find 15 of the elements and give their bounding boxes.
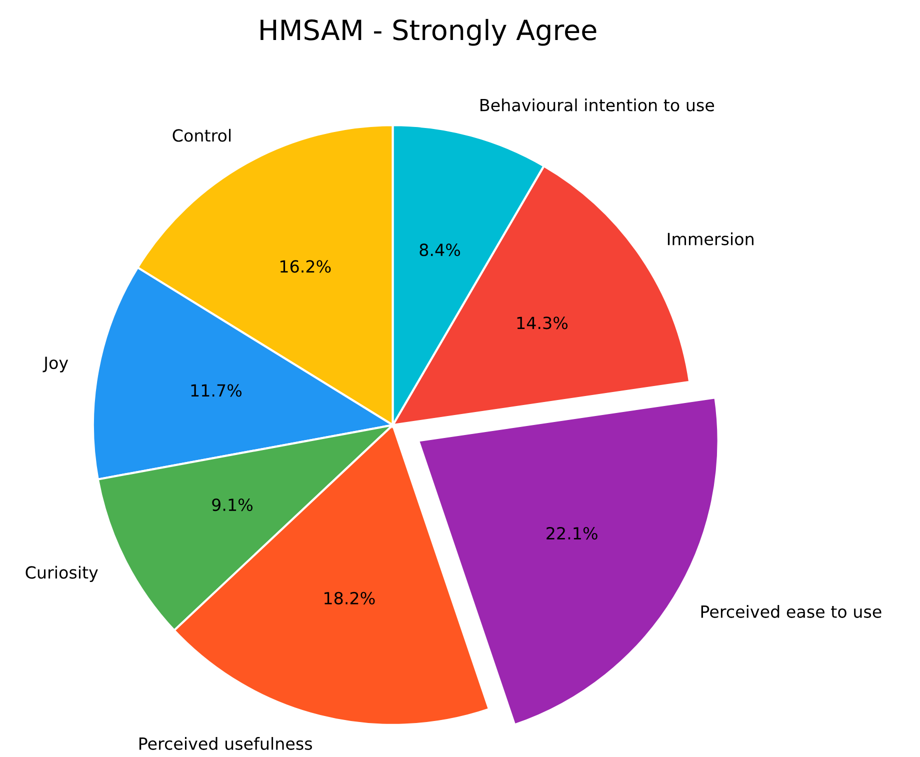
- chart-title: HMSAM - Strongly Agree: [260, 18, 596, 46]
- slice-label: Perceived usefulness: [139, 737, 312, 750]
- data-label: 16.2%: [280, 260, 331, 273]
- slice-label: Control: [172, 128, 231, 142]
- slice-label: Behavioural intention to use: [480, 98, 714, 112]
- slice-label: Immersion: [668, 232, 754, 246]
- data-label: 11.7%: [191, 384, 242, 397]
- slice-label: Curiosity: [26, 566, 98, 582]
- data-label: 14.3%: [517, 316, 568, 330]
- data-label: 18.2%: [324, 592, 375, 604]
- slice-label: Perceived ease to use: [701, 605, 882, 618]
- data-label: 9.1%: [212, 498, 252, 512]
- data-label: 22.1%: [546, 526, 598, 540]
- slice-label: Joy: [42, 356, 68, 372]
- data-label: 8.4%: [420, 244, 460, 256]
